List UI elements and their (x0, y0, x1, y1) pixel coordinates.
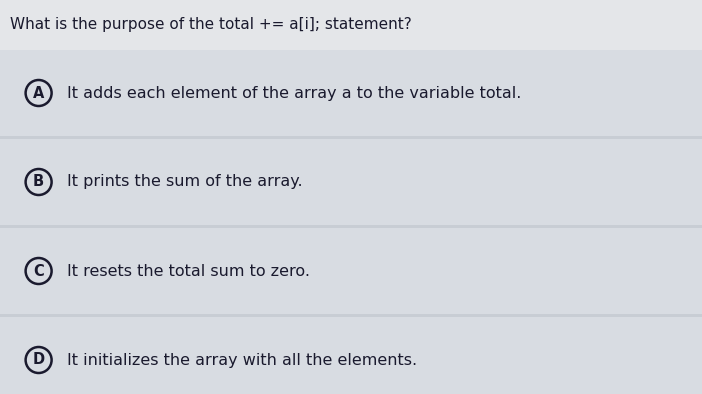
FancyBboxPatch shape (0, 228, 702, 314)
FancyBboxPatch shape (0, 139, 702, 225)
Text: It adds each element of the array a to the variable total.: It adds each element of the array a to t… (67, 85, 521, 100)
Text: B: B (33, 175, 44, 190)
Text: D: D (32, 353, 45, 368)
Text: It resets the total sum to zero.: It resets the total sum to zero. (67, 264, 310, 279)
Text: C: C (33, 264, 44, 279)
Text: A: A (33, 85, 44, 100)
Text: It initializes the array with all the elements.: It initializes the array with all the el… (67, 353, 417, 368)
Text: What is the purpose of the total += a[i]; statement?: What is the purpose of the total += a[i]… (10, 17, 411, 32)
Text: It prints the sum of the array.: It prints the sum of the array. (67, 175, 303, 190)
FancyBboxPatch shape (0, 50, 702, 136)
FancyBboxPatch shape (0, 0, 702, 50)
FancyBboxPatch shape (0, 317, 702, 394)
